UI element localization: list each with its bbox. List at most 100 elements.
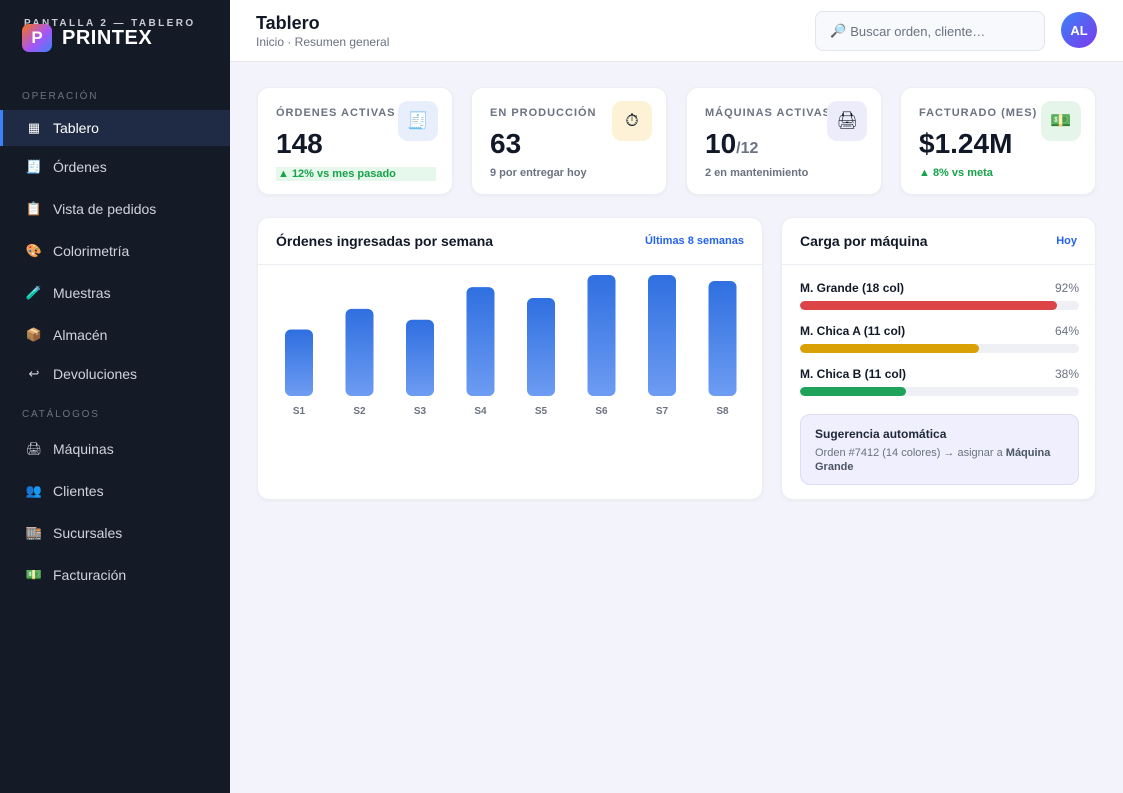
- top-header: Tablero Inicio · Resumen general 🔎 AL: [230, 0, 1123, 62]
- kpi-card: FACTURADO (MES) $1.24M ▲ 8% vs meta 💵: [900, 87, 1096, 195]
- sidebar-item-colorimetria[interactable]: 🎨 Colorimetría: [0, 233, 230, 269]
- x-tick-label: S8: [716, 406, 729, 417]
- receipt-icon: 🧾: [398, 101, 438, 141]
- suggestion-body: Orden #7412 (14 colores) → asignar a: [815, 447, 1003, 459]
- machine-load-panel: Carga por máquina Hoy M. Grande (18 col)…: [781, 217, 1096, 500]
- sidebar: PANTALLA 2 — TABLERO P PRINTEX OPERACIÓN…: [0, 0, 230, 793]
- kpi-value: 63: [490, 128, 521, 160]
- brand-logo: P: [22, 24, 52, 52]
- x-tick-label: S3: [414, 406, 427, 417]
- stopwatch-icon: ⏱: [612, 101, 652, 141]
- users-icon: 👥: [25, 483, 43, 498]
- sidebar-item-label: Máquinas: [53, 441, 114, 457]
- load-bar-track: [800, 344, 1079, 353]
- kpi-note: ▲ 8% vs meta: [919, 167, 993, 179]
- orders-range-link[interactable]: Últimas 8 semanas: [644, 235, 744, 247]
- kpi-label: EN PRODUCCIÓN: [490, 107, 597, 119]
- bar-s2[interactable]: [345, 308, 374, 396]
- breadcrumb: Inicio · Resumen general: [256, 35, 390, 49]
- receipt-icon: 🧾: [25, 159, 43, 174]
- kpi-card: EN PRODUCCIÓN 63 9 por entregar hoy ⏱: [471, 87, 667, 195]
- page-title: Tablero: [256, 13, 320, 33]
- sidebar-item-almacen[interactable]: 📦 Almacén: [0, 317, 230, 353]
- sidebar-item-label: Sucursales: [53, 525, 123, 541]
- test-tube-icon: 🧪: [25, 285, 43, 300]
- money-icon: 💵: [25, 567, 43, 582]
- user-avatar[interactable]: AL: [1061, 12, 1097, 48]
- kpi-value: $1.24M: [919, 128, 1012, 160]
- sidebar-item-label: Muestras: [53, 285, 111, 301]
- brand[interactable]: P PRINTEX: [22, 24, 152, 52]
- package-icon: 📦: [25, 327, 43, 342]
- bar-s3[interactable]: [406, 319, 434, 396]
- orders-bar-chart: S1 S2 S3 S4 S5 S6 S7 S8: [285, 275, 737, 417]
- bar-s8[interactable]: [708, 281, 737, 396]
- auto-suggestion[interactable]: Sugerencia automática Orden #7412 (14 co…: [800, 414, 1079, 485]
- load-bar-track: [800, 387, 1079, 396]
- grid-icon: ▦: [27, 120, 41, 135]
- suggestion-target: Máquina Grande: [815, 447, 1051, 473]
- suggestion-text: Orden #7412 (14 colores) → asignar a Máq…: [815, 446, 1064, 474]
- sidebar-item-tablero[interactable]: ▦ Tablero: [0, 110, 230, 146]
- return-icon: ↩: [28, 366, 40, 381]
- machine-name: M. Chica B (11 col): [800, 367, 907, 381]
- load-bar-track: [800, 301, 1079, 310]
- money-icon: 💵: [1041, 101, 1081, 141]
- kpi-value-main: 10: [705, 128, 737, 159]
- bar-s5[interactable]: [527, 297, 555, 396]
- kpi-card: MÁQUINAS ACTIVAS 10/12 2 en mantenimiento 🖨: [686, 87, 882, 195]
- kpi-note: 9 por entregar hoy: [490, 167, 587, 179]
- sidebar-item-label: Facturación: [53, 567, 127, 583]
- palette-icon: 🎨: [25, 243, 43, 258]
- sidebar-item-facturacion[interactable]: 💵 Facturación: [0, 557, 230, 593]
- sidebar-item-label: Almacén: [53, 327, 108, 343]
- machine-load-row[interactable]: M. Chica B (11 col) 38%: [800, 367, 1079, 396]
- orders-per-week-panel: Órdenes ingresadas por semana Últimas 8 …: [257, 217, 763, 500]
- machine-load-percent: 64%: [1054, 324, 1079, 338]
- brand-name: PRINTEX: [62, 26, 153, 49]
- sidebar-item-muestras[interactable]: 🧪 Muestras: [0, 275, 230, 311]
- sidebar-item-ordenes[interactable]: 🧾 Órdenes: [0, 149, 230, 185]
- sidebar-item-vista-de-pedidos[interactable]: 📋 Vista de pedidos: [0, 191, 230, 227]
- x-tick-label: S1: [293, 406, 306, 417]
- sidebar-item-maquinas[interactable]: 🖨 Máquinas: [0, 431, 230, 467]
- kpi-label: ÓRDENES ACTIVAS: [276, 107, 396, 119]
- machine-name: M. Chica A (11 col): [800, 324, 906, 338]
- kpi-value-main: 63: [490, 128, 522, 159]
- machine-load-percent: 92%: [1054, 281, 1079, 295]
- kpi-value: 10/12: [705, 128, 758, 160]
- kpi-card: ÓRDENES ACTIVAS 148 ▲ 12% vs mes pasado 🧾: [257, 87, 453, 195]
- x-tick-label: S7: [656, 406, 669, 417]
- sidebar-item-devoluciones[interactable]: ↩ Devoluciones: [0, 356, 230, 392]
- sidebar-item-sucursales[interactable]: 🏬 Sucursales: [0, 515, 230, 551]
- bar-s7[interactable]: [648, 275, 676, 396]
- sidebar-item-label: Clientes: [53, 483, 104, 499]
- kpi-note: 2 en mantenimiento: [705, 167, 809, 179]
- bar-s1[interactable]: [285, 329, 313, 396]
- printer-icon: 🖨: [827, 101, 867, 141]
- x-tick-label: S4: [474, 406, 487, 417]
- sidebar-item-clientes[interactable]: 👥 Clientes: [0, 473, 230, 509]
- machine-load-percent: 38%: [1054, 367, 1079, 381]
- machine-panel-title: Carga por máquina: [800, 233, 928, 249]
- x-tick-label: S6: [595, 406, 608, 417]
- nav-section-operacion: OPERACIÓN: [22, 91, 99, 102]
- sidebar-item-label: Vista de pedidos: [53, 201, 157, 217]
- kpi-label: FACTURADO (MES): [919, 107, 1038, 119]
- search-icon: 🔎: [830, 23, 847, 38]
- machine-today-link[interactable]: Hoy: [1056, 235, 1077, 247]
- bar-s4[interactable]: [466, 287, 495, 396]
- printer-icon: 🖨: [25, 441, 43, 456]
- search-input[interactable]: [850, 23, 1031, 39]
- search-box[interactable]: 🔎: [815, 11, 1045, 51]
- machine-load-row[interactable]: M. Chica A (11 col) 64%: [800, 324, 1079, 353]
- bar-s6[interactable]: [587, 275, 616, 396]
- store-icon: 🏬: [25, 525, 43, 540]
- kpi-note: ▲ 12% vs mes pasado: [276, 167, 436, 181]
- sidebar-item-label: Tablero: [53, 120, 99, 136]
- sidebar-item-label: Devoluciones: [53, 366, 138, 382]
- screen-label: PANTALLA 2 — TABLERO: [24, 18, 196, 29]
- machine-load-row[interactable]: M. Grande (18 col) 92%: [800, 281, 1079, 310]
- load-bar-fill: [800, 344, 979, 353]
- orders-panel-title: Órdenes ingresadas por semana: [276, 233, 494, 249]
